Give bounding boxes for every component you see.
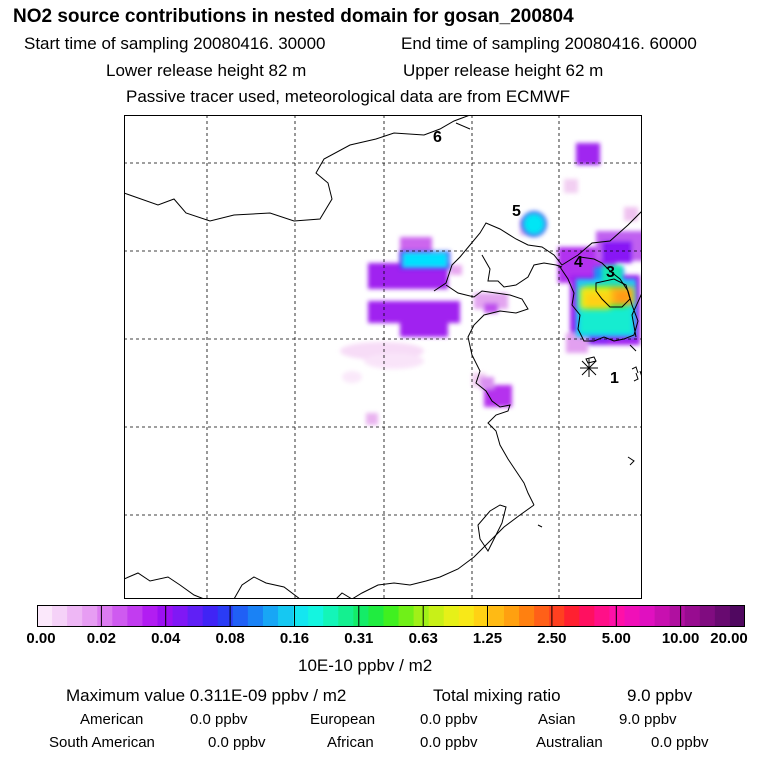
- colorbar-cell: [368, 605, 385, 627]
- station-label-4: 4: [574, 254, 583, 271]
- lat-lon-grid: [124, 115, 642, 599]
- plot-title: NO2 source contributions in nested domai…: [13, 6, 574, 27]
- colorbar-cell: [624, 605, 641, 627]
- colorbar-cell: [488, 605, 505, 627]
- colorbar-cells: [37, 605, 745, 627]
- start-time-text: Start time of sampling 20080416. 30000: [24, 34, 326, 53]
- lower-release-text: Lower release height 82 m: [106, 61, 307, 80]
- total-mixing-label: Total mixing ratio: [433, 686, 561, 705]
- colorbar-cell: [639, 605, 656, 627]
- colorbar-cell: [654, 605, 671, 627]
- colorbar-cell: [729, 605, 745, 627]
- colorbar-cell: [247, 605, 264, 627]
- asian-value: 9.0 ppbv: [619, 711, 677, 728]
- colorbar-cell: [97, 605, 113, 627]
- colorbar-cell: [549, 605, 565, 627]
- colorbar-cell: [202, 605, 219, 627]
- end-time-text: End time of sampling 20080416. 60000: [401, 34, 697, 53]
- colorbar-cell: [323, 605, 339, 627]
- australian-label: Australian: [536, 734, 603, 751]
- station-label-5: 5: [512, 203, 521, 220]
- colorbar-cell: [594, 605, 611, 627]
- colorbar-cell: [142, 605, 159, 627]
- colorbar-cell: [669, 605, 686, 627]
- colorbar-cell: [534, 605, 550, 627]
- colorbar-tick-label: 0.31: [344, 630, 374, 647]
- colorbar-tick-label: 0.63: [408, 630, 438, 647]
- colorbar-cell: [187, 605, 204, 627]
- colorbar-cell: [353, 605, 369, 627]
- colorbar-tick-label: 20.00: [710, 630, 748, 647]
- colorbar-tick-label: 2.50: [537, 630, 567, 647]
- station-label-3: 3: [606, 264, 615, 281]
- african-label: African: [327, 734, 374, 751]
- colorbar-tick-label: 0.08: [215, 630, 245, 647]
- asian-label: Asian: [538, 711, 576, 728]
- colorbar-tick-label: 1.25: [472, 630, 503, 647]
- tracer-note-text: Passive tracer used, meteorological data…: [126, 87, 571, 106]
- colorbar-tick-label: 0.04: [151, 630, 181, 647]
- colorbar-cell: [37, 605, 53, 627]
- european-label: European: [310, 711, 376, 728]
- colorbar-cell: [503, 605, 520, 627]
- colorbar-cell: [232, 605, 249, 627]
- station-label-1: 1: [610, 370, 619, 387]
- american-label: American: [80, 711, 144, 728]
- colorbar-cell: [473, 605, 490, 627]
- colorbar-cell: [127, 605, 144, 627]
- colorbar-cell: [519, 605, 535, 627]
- colorbar-tick-label: 0.16: [279, 630, 310, 647]
- colorbar-cell: [112, 605, 128, 627]
- colorbar-tick-label: 0.00: [26, 630, 56, 647]
- station-labels: 1 3 4 5 6: [433, 129, 619, 387]
- colorbar-cell: [684, 605, 701, 627]
- american-value: 0.0 ppbv: [190, 711, 248, 728]
- european-value: 0.0 ppbv: [420, 711, 478, 728]
- colorbar-tick-label: 5.00: [601, 630, 631, 647]
- colorbar-tick-label: 0.02: [86, 630, 116, 647]
- map-frame: [124, 115, 642, 599]
- colorbar-cell: [172, 605, 189, 627]
- colorbar-cell: [262, 605, 279, 627]
- colorbar-cell: [278, 605, 294, 627]
- south-american-value: 0.0 ppbv: [208, 734, 266, 751]
- max-value-text: Maximum value 0.311E-09 ppbv / m2: [66, 686, 347, 705]
- colorbar-cell: [383, 605, 400, 627]
- colorbar-cell: [338, 605, 354, 627]
- colorbar-cell: [67, 605, 83, 627]
- colorbar-frame: [37, 605, 745, 627]
- colorbar-cell: [217, 605, 234, 627]
- receptor-star-marker: [580, 359, 598, 377]
- colorbar-cell: [293, 605, 309, 627]
- colorbar-cell: [52, 605, 68, 627]
- map-panel: 1 3 4 5 6: [124, 115, 642, 599]
- colorbar-cell: [443, 605, 460, 627]
- colorbar-cell: [714, 605, 731, 627]
- colorbar-tick-label: 10.00: [661, 630, 700, 647]
- colorbar-units: 10E-10 ppbv / m2: [298, 656, 433, 675]
- african-value: 0.0 ppbv: [420, 734, 478, 751]
- colorbar-cell: [699, 605, 716, 627]
- colorbar-cell: [413, 605, 430, 627]
- station-label-6: 6: [433, 129, 442, 146]
- concentration-plumes: [340, 143, 642, 425]
- colorbar-cell: [564, 605, 580, 627]
- colorbar-dividers: [100, 605, 682, 627]
- total-mixing-value: 9.0 ppbv: [627, 686, 693, 705]
- coastlines: [124, 115, 642, 599]
- colorbar-cell: [428, 605, 445, 627]
- colorbar-cell: [458, 605, 475, 627]
- colorbar-cell: [398, 605, 415, 627]
- south-american-label: South American: [49, 734, 155, 751]
- upper-release-text: Upper release height 62 m: [403, 61, 604, 80]
- colorbar-cell: [82, 605, 98, 627]
- colorbar: [37, 605, 745, 627]
- colorbar-cell: [609, 605, 626, 627]
- colorbar-cell: [308, 605, 324, 627]
- australian-value: 0.0 ppbv: [651, 734, 709, 751]
- colorbar-cell: [579, 605, 595, 627]
